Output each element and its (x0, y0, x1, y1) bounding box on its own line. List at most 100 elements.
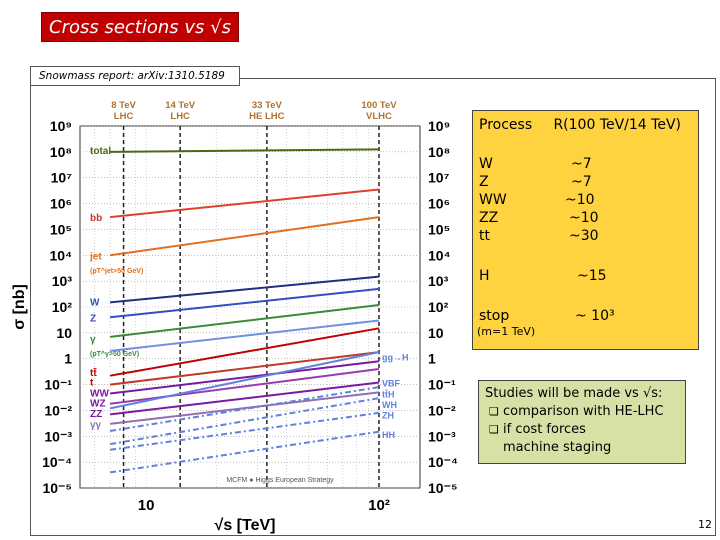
y-tick-label-left: 10⁻² (44, 402, 72, 418)
slide-frame (30, 78, 716, 536)
y-tick-label-left: 10³ (52, 273, 73, 289)
table-row: ZZ ~10 (479, 209, 599, 227)
y-tick-label-right: 10⁻³ (428, 428, 456, 444)
y-tick-label-right: 10⁸ (428, 144, 450, 160)
y-tick-label-right: 10⁷ (428, 170, 450, 186)
series-line (109, 381, 380, 416)
x-axis-label: √s [TeV] (215, 517, 276, 534)
series-line (109, 304, 380, 338)
series-label-right: WH (382, 400, 397, 410)
energy-marker-label: 14 TeV (165, 100, 196, 111)
ratio-cell: ~10 (565, 192, 595, 208)
y-tick-label-left: 10⁻⁵ (42, 480, 72, 496)
table-row: H ~15 (479, 267, 607, 285)
series-line (109, 287, 380, 319)
energy-marker-label: 33 TeV (252, 100, 283, 111)
y-tick-label-right: 10⁵ (428, 221, 450, 237)
energy-marker-label: 8 TeV (111, 100, 136, 111)
series-label-left: t (90, 378, 94, 389)
y-tick-label-right: 10³ (428, 273, 449, 289)
checkbox-bullet-icon: ❑ (489, 405, 499, 418)
note-item: ❑ if cost forces (485, 421, 679, 439)
series-line (109, 351, 380, 410)
series-label-left: γγ (90, 420, 102, 431)
series-label-right: ZH (382, 410, 394, 420)
series-label-left: γ (90, 335, 96, 346)
y-tick-label-right: 10 (428, 325, 444, 341)
energy-marker-sublabel: VLHC (366, 111, 392, 122)
series-label-right: HH (382, 430, 395, 440)
series-line (109, 360, 380, 395)
series-line (109, 319, 380, 352)
series-line (109, 188, 380, 219)
y-tick-label-right: 1 (428, 351, 436, 367)
series-line (109, 430, 380, 474)
note-item: machine staging (485, 439, 679, 457)
y-tick-label-left: 10⁴ (50, 247, 73, 263)
header-ratio: R(100 TeV/14 TeV) (553, 117, 681, 133)
note-text: machine staging (503, 440, 612, 455)
ratio-cell: ~7 (571, 174, 592, 190)
series-line (109, 216, 380, 257)
series-label-left: WW (90, 388, 109, 399)
series-label-left: jet (89, 251, 102, 262)
process-cell: WW (479, 192, 507, 208)
y-tick-label-left: 10⁶ (50, 196, 72, 212)
ratio-table: Process R(100 TeV/14 TeV) W ~7 Z ~7 WW ~10 … (472, 110, 699, 350)
process-cell: W (479, 156, 493, 172)
process-cell: H (479, 268, 490, 284)
series-line (109, 397, 380, 446)
ratio-cell: ~10 (569, 210, 599, 226)
ratio-cell: ~15 (577, 268, 607, 284)
series-label-left: WZ (90, 399, 106, 410)
process-cell: Z (479, 174, 489, 190)
series-line (110, 275, 380, 304)
series-label-left: ZZ (90, 409, 102, 420)
stop-mass-note: (m=1 TeV) (477, 325, 536, 338)
y-axis-label: σ [nb] (11, 284, 28, 330)
series-label-right: tt̄H (382, 390, 395, 400)
series-label-right: VBF (382, 379, 401, 389)
header-process: Process (479, 117, 533, 133)
series-label-left: Z (90, 313, 96, 324)
energy-marker-sublabel: LHC (170, 111, 190, 122)
energy-marker-sublabel: HE LHC (249, 111, 285, 122)
series-label-left: (pT^γ>50 GeV) (90, 350, 139, 358)
process-cell: ZZ (479, 210, 499, 226)
reference-label: Snowmass report: arXiv:1310.5189 (30, 66, 240, 86)
chart-footer: MCFM ● Higgs European Strategy (226, 477, 334, 484)
y-tick-label-right: 10⁻¹ (428, 377, 456, 393)
y-tick-label-left: 10² (52, 299, 73, 315)
y-tick-label-left: 10⁻⁴ (42, 454, 72, 470)
notes-intro: Studies will be made vs √s: (485, 386, 663, 401)
y-tick-label-left: 10⁷ (51, 170, 73, 186)
y-tick-label-left: 1 (64, 351, 72, 367)
note-text: comparison with HE-LHC (503, 404, 664, 419)
table-row: Z ~7 (479, 173, 592, 191)
series-label-right: gg→H (382, 353, 409, 363)
y-tick-label-left: 10⁹ (50, 118, 72, 134)
series-line (110, 148, 380, 153)
y-tick-label-right: 10⁻⁴ (428, 454, 458, 470)
note-item: ❑ comparison with HE-LHC (485, 403, 679, 421)
table-row: stop ~ 10³ (479, 307, 615, 325)
y-tick-label-right: 10² (428, 299, 449, 315)
y-tick-label-left: 10⁵ (50, 221, 72, 237)
table-header: Process R(100 TeV/14 TeV) (479, 117, 681, 133)
checkbox-bullet-icon: ❑ (489, 423, 499, 436)
ratio-cell: ~30 (569, 228, 599, 244)
series-label-left: total (90, 146, 111, 157)
table-row: WW ~10 (479, 191, 595, 209)
y-tick-label-left: 10⁻¹ (44, 377, 72, 393)
notes-box: Studies will be made vs √s: ❑ comparison … (478, 380, 686, 464)
energy-marker-sublabel: LHC (114, 111, 134, 122)
series-line (109, 327, 380, 377)
y-tick-label-right: 10⁻² (428, 402, 456, 418)
page-number: 12 (698, 518, 712, 531)
process-cell: tt (479, 228, 490, 244)
table-row: tt ~30 (479, 227, 599, 245)
series-label-left: W (90, 298, 100, 309)
process-cell: stop (479, 308, 510, 324)
energy-marker-label: 100 TeV (361, 100, 397, 111)
cross-section-chart: 10⁹ 10⁹ 10⁸ 10⁸ 10⁷ 10⁷ 10⁶ 10⁶ 10⁵ 10⁵ 10⁴ 10⁴ 10³ 1… (11, 100, 458, 534)
